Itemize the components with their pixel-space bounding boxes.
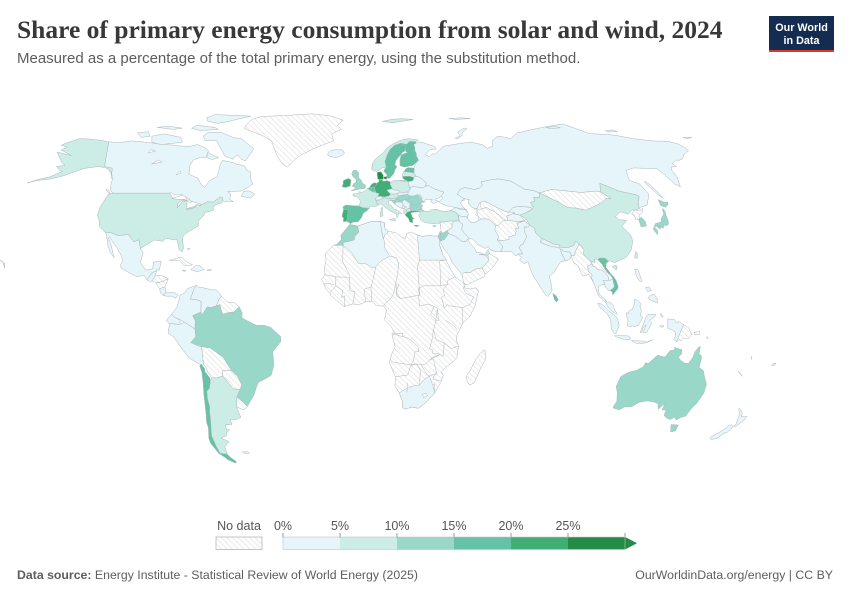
svg-text:15%: 15% [441,519,466,533]
svg-text:0%: 0% [274,519,292,533]
svg-text:20%: 20% [498,519,523,533]
svg-text:25%: 25% [555,519,580,533]
svg-text:5%: 5% [331,519,349,533]
svg-text:No data: No data [217,519,261,533]
svg-text:10%: 10% [384,519,409,533]
